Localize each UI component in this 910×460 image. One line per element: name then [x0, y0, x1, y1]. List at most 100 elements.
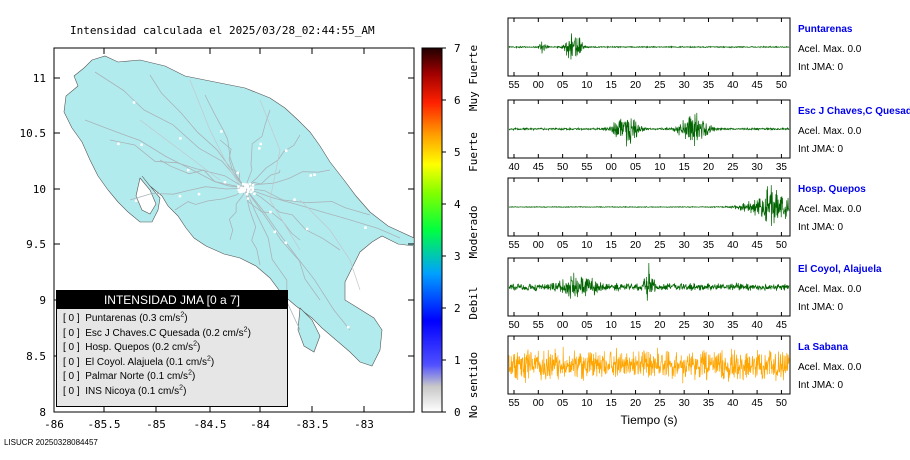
time-tick-label: 10	[606, 320, 618, 331]
colorbar-tick-label: 6	[454, 94, 461, 107]
time-tick-label: 25	[654, 398, 666, 409]
colorbar-ticks: 7 6 5 4 3 2 1 0	[442, 42, 461, 419]
time-tick-label: 00	[533, 398, 545, 409]
time-tick-label: 05	[581, 320, 593, 331]
legend-row: [ 0 ] Hosp. Quepos (0.2 cm/s2)	[63, 340, 201, 353]
time-tick-label: 00	[606, 162, 618, 173]
colorbar-tick-label: 7	[454, 42, 461, 55]
time-tick-label: 20	[654, 320, 666, 331]
time-tick-label: 50	[508, 320, 520, 331]
colorbar-tick-label: 5	[454, 146, 461, 159]
map-x-axis: -86 -85.5 -85 -84.5 -84 -83.5 -83	[44, 48, 374, 431]
colorbar-level-label: Moderado	[467, 206, 480, 259]
station-name: El Coyol, Alajuela	[798, 264, 882, 275]
map-x-tick-label: -85.5	[87, 418, 120, 431]
legend-title: INTENSIDAD JMA [0 a 7]	[57, 291, 287, 309]
time-tick-label: 25	[654, 240, 666, 251]
colorbar-tick-label: 4	[454, 198, 461, 211]
seismogram-panel: 50 55 00 05 10 15 20 25 30 35 40 45 El Coyol, Alajue…	[507, 257, 882, 331]
station-max-accel: Acel. Max. 0.0	[798, 44, 862, 55]
station-max-accel: Acel. Max. 0.0	[798, 204, 862, 215]
time-tick-label: 35	[703, 240, 715, 251]
time-tick-label: 00	[533, 240, 545, 251]
intensity-colorbar	[421, 47, 443, 413]
map-x-tick-label: -84.5	[193, 418, 226, 431]
time-tick-label: 20	[703, 162, 715, 173]
roads-layer	[84, 71, 401, 331]
time-tick-label: 05	[557, 240, 569, 251]
legend-row: [ 0 ] El Coyol. Alajuela (0.1 cm/s2)	[63, 355, 215, 368]
time-tick-label: 35	[727, 320, 739, 331]
station-name: Esc J Chaves,C Quesad	[798, 106, 910, 117]
station-jma-intensity: Int JMA: 0	[798, 222, 843, 233]
legend-row: [ 0 ] Palmar Norte (0.1 cm/s2)	[63, 369, 196, 382]
time-tick-label: 45	[752, 80, 764, 91]
map-title: Intensidad calculada el 2025/03/28_02:44…	[70, 24, 375, 37]
time-tick-label: 15	[679, 162, 691, 173]
map-y-tick-label: 10	[33, 183, 46, 196]
map-y-tick-label: 11	[33, 72, 46, 85]
time-tick-label: 20	[630, 398, 642, 409]
time-tick-label: 50	[776, 398, 788, 409]
colorbar-tick-label: 3	[454, 250, 461, 263]
station-name: La Sabana	[798, 342, 848, 353]
colorbar-tick-label: 2	[454, 302, 461, 315]
intensity-legend: INTENSIDAD JMA [0 a 7] [ 0 ] Puntarenas …	[56, 290, 288, 407]
station-jma-intensity: Int JMA: 0	[798, 62, 843, 73]
time-tick-label: 55	[533, 320, 545, 331]
time-tick-label: 35	[776, 162, 788, 173]
map-y-axis: 11 10.5 10 9.5 9 8.5 8	[20, 72, 414, 419]
station-jma-intensity: Int JMA: 0	[798, 302, 843, 313]
time-tick-label: 40	[752, 320, 764, 331]
colorbar-level-label: Debil	[467, 286, 480, 319]
time-tick-label: 25	[679, 320, 691, 331]
time-tick-label: 30	[679, 240, 691, 251]
time-tick-label: 05	[630, 162, 642, 173]
colorbar-tick-label: 1	[454, 354, 461, 367]
time-tick-label: 00	[533, 80, 545, 91]
legend-row: [ 0 ] Esc J Chaves.C Quesada (0.2 cm/s2)	[63, 326, 251, 339]
time-axis-label: Tiempo (s)	[621, 413, 678, 427]
osa-peninsula	[297, 307, 321, 353]
seismogram-panel: 55 00 05 10 15 20 25 30 35 40 45 50 Puntarenas Acel. …	[507, 17, 862, 91]
time-tick-label: 15	[606, 80, 618, 91]
seismogram-trace	[508, 263, 790, 301]
time-tick-label: 45	[752, 240, 764, 251]
station-max-accel: Acel. Max. 0.0	[798, 362, 862, 373]
time-tick-label: 25	[727, 162, 739, 173]
colorbar-level-label: No sentido	[467, 352, 480, 418]
nicoya-gulf-water	[135, 177, 157, 215]
map-y-tick-label: 8.5	[26, 350, 46, 363]
station-jma-intensity: Int JMA: 0	[798, 380, 843, 391]
legend-row: [ 0 ] INS Nicoya (0.1 cm/s2)	[63, 384, 187, 397]
time-tick-label: 45	[533, 162, 545, 173]
time-tick-label: 55	[508, 80, 520, 91]
time-tick-label: 35	[703, 398, 715, 409]
time-tick-label: 20	[630, 80, 642, 91]
time-tick-label: 25	[654, 80, 666, 91]
time-tick-label: 20	[630, 240, 642, 251]
station-name: Puntarenas	[798, 24, 853, 35]
time-tick-label: 55	[581, 162, 593, 173]
time-tick-label: 55	[508, 398, 520, 409]
seismogram-trace	[508, 185, 790, 226]
footer-id: LISUCR 20250328084457	[4, 438, 98, 447]
time-tick-label: 30	[703, 320, 715, 331]
station-jma-intensity: Int JMA: 0	[798, 144, 843, 155]
seismogram-panel: 55 00 05 10 15 20 25 30 35 40 45 50 Hosp. Quepos Acel…	[507, 177, 866, 251]
map-y-tick-label: 9.5	[26, 238, 46, 251]
time-tick-label: 45	[752, 398, 764, 409]
station-max-accel: Acel. Max. 0.0	[798, 284, 862, 295]
station-max-accel: Acel. Max. 0.0	[798, 126, 862, 137]
map-x-tick-label: -85	[146, 418, 166, 431]
time-tick-label: 30	[752, 162, 764, 173]
legend-row: [ 0 ] Puntarenas (0.3 cm/s2)	[63, 311, 188, 324]
map-x-tick-label: -84	[250, 418, 270, 431]
map-y-tick-label: 10.5	[20, 127, 47, 140]
map-x-tick-label: -83	[354, 418, 374, 431]
colorbar-tick-label: 0	[454, 406, 461, 419]
time-tick-label: 40	[727, 240, 739, 251]
time-tick-label: 35	[703, 80, 715, 91]
seismogram-trace	[508, 112, 790, 147]
